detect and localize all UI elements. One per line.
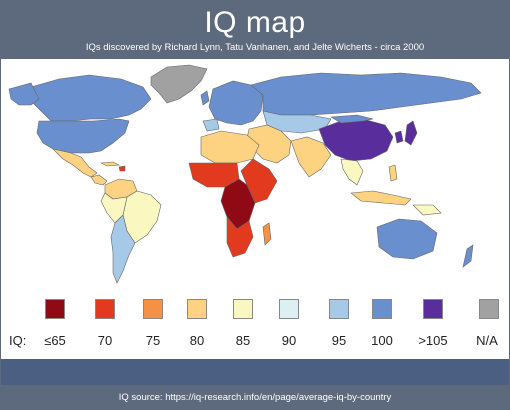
region-south-asia [290,136,332,178]
region-uk [200,90,210,106]
legend-value-na: N/A [476,333,498,348]
legend-swatch-65 [45,299,65,319]
region-russia [250,72,482,116]
region-greenland [150,64,208,104]
legend-swatch-75 [143,299,163,319]
legend-value-85: 85 [235,333,251,348]
region-australia [376,218,438,260]
page-subtitle: IQs discovered by Richard Lynn, Tatu Van… [85,42,425,53]
legend-swatch-70 [95,299,115,319]
region-haiti [118,165,126,172]
region-argentina-chile [110,214,136,284]
legend-value-80: 80 [189,333,205,348]
region-papua [412,204,442,216]
region-cuba [99,161,121,167]
region-east-africa [240,158,278,204]
legend-swatch-90 [279,299,299,319]
region-korea [394,130,404,144]
region-mexico [52,148,98,178]
region-canada [28,74,152,122]
legend-value-105: >105 [418,333,448,348]
legend-swatch-80 [187,299,207,319]
legend-swatch-85 [233,299,253,319]
legend-swatch-na [479,299,499,319]
map-panel: IQ: ≤65 70 75 80 85 90 95 100 >105 N/A [1,59,509,359]
region-southeast-asia [340,158,364,186]
legend-value-75: 75 [145,333,161,348]
legend-swatch-100 [372,299,392,319]
source-note: IQ source: https://iq-research.info/en/p… [118,392,392,403]
legend-swatch-95 [329,299,349,319]
region-alaska [8,82,40,106]
region-southern-africa [226,216,254,258]
legend-value-90: 90 [281,333,297,348]
legend-value-70: 70 [97,333,113,348]
legend-value-65: ≤65 [44,333,66,348]
region-japan [404,120,418,146]
region-new-zealand [462,244,474,268]
legend-title: IQ: [9,333,27,348]
legend-swatch-105 [423,299,443,319]
region-madagascar [262,222,272,246]
world-map [8,64,482,284]
region-mongolia [330,114,374,124]
legend-value-100: 100 [371,333,393,348]
region-iberia [202,118,220,132]
region-indonesia [350,190,412,206]
region-central-america [90,174,108,186]
bottom-bar [1,359,509,385]
legend-value-95: 95 [331,333,347,348]
region-philippines [388,164,398,182]
region-usa [36,118,130,154]
region-europe [208,80,264,126]
page-title: IQ map [204,6,306,39]
